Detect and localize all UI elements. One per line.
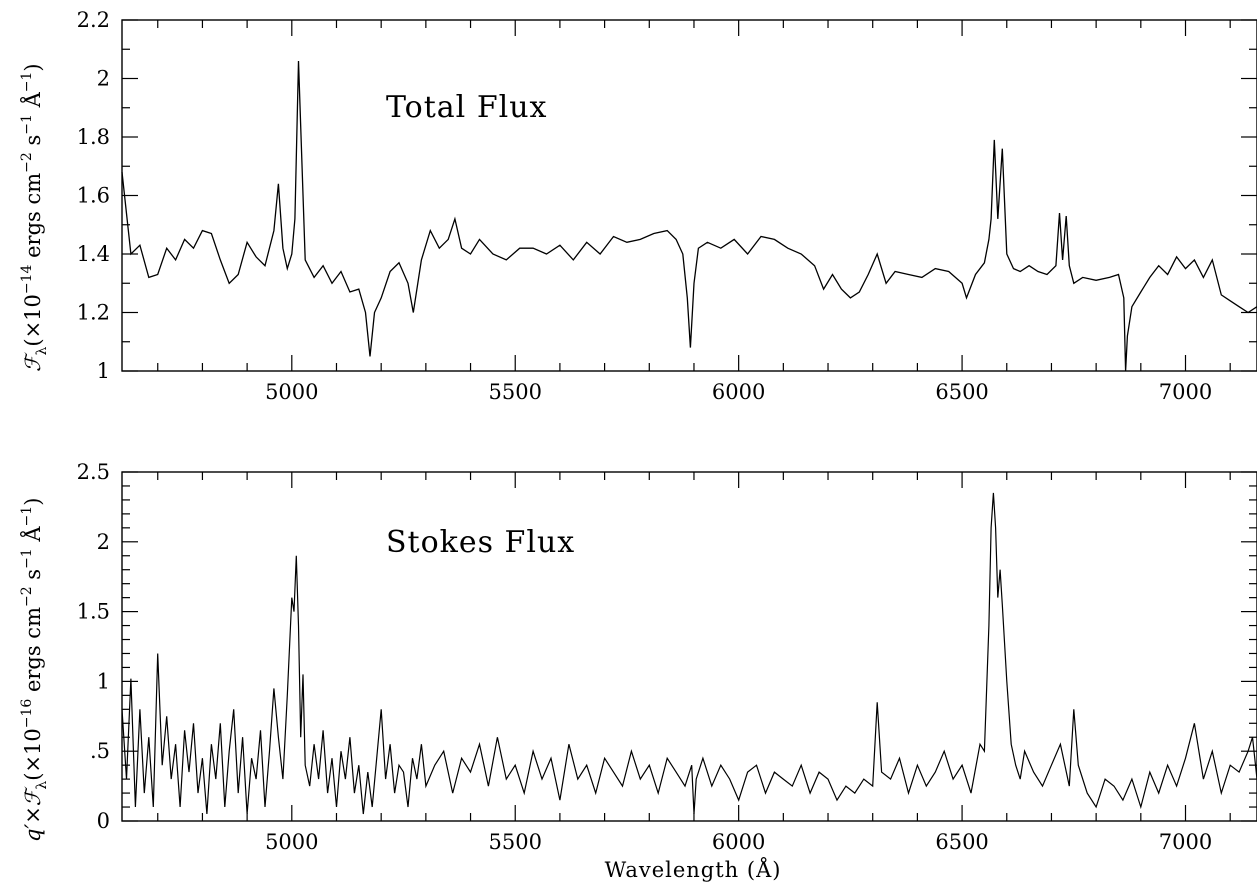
total-flux-y-tick-label: 1.8 [77,125,110,149]
total-flux-plot-frame [121,19,1257,372]
stokes-flux-y-tick-label: 2.5 [77,460,110,484]
stokes-flux-y-tick-label: 1.5 [77,600,110,624]
total-flux-x-ticks: 5000 5500 6000 6500 7000 [157,20,1231,404]
stokes-flux-x-tick-label: 5500 [489,830,542,854]
total-flux-x-tick-label: 6000 [712,380,765,404]
stokes-flux-x-tick-label: 6000 [712,830,765,854]
stokes-flux-plot-frame [121,471,1257,822]
stokes-flux-y-axis-label: q′×ℱλ(×10−16 ergs cm−2 s−1 Å−1) [19,498,50,842]
total-flux-x-tick-label: 6500 [935,380,988,404]
total-flux-y-axis-label: ℱλ(×10−14 ergs cm−2 s−1 Å−1) [19,63,50,372]
stokes-flux-y-tick-label: 2 [97,530,110,554]
total-flux-annotation: Total Flux [386,90,547,125]
stokes-flux-x-tick-label: 6500 [935,830,988,854]
total-flux-y-tick-label: 1.6 [77,184,110,208]
total-flux-x-tick-label: 5500 [489,380,542,404]
total-flux-y-ticks: 1 1.2 1.4 1.6 1.8 2 2.2 [77,8,1257,383]
total-flux-y-tick-label: 1 [97,359,110,383]
stokes-flux-y-tick-label: .5 [90,739,110,763]
stokes-flux-x-tick-label: 7000 [1159,830,1212,854]
total-flux-x-tick-label: 7000 [1159,380,1212,404]
stokes-flux-x-ticks: 5000 5500 6000 6500 7000 [157,472,1231,854]
stokes-flux-panel: 0 .5 1 1.5 2 2.5 5000 5500 6000 6500 7000 Stokes … [19,460,1257,882]
total-flux-panel: 1 1.2 1.4 1.6 1.8 2 2.2 5000 5500 6000 6500 7000 T… [19,8,1257,404]
stokes-flux-y-tick-label: 1 [97,669,110,693]
stokes-flux-spectrum-line [121,492,1257,815]
total-flux-y-tick-label: 1.2 [77,301,110,325]
total-flux-y-tick-label: 2.2 [77,8,110,32]
total-flux-y-tick-label: 2 [97,67,110,91]
stokes-flux-x-tick-label: 5000 [265,830,318,854]
stokes-flux-annotation: Stokes Flux [386,525,575,560]
total-flux-y-tick-label: 1.4 [77,242,110,266]
stokes-flux-y-ticks: 0 .5 1 1.5 2 2.5 [77,460,1257,833]
stokes-flux-y-tick-label: 0 [97,809,110,833]
total-flux-x-tick-label: 5000 [265,380,318,404]
x-axis-label: Wavelength (Å) [605,857,782,882]
total-flux-spectrum-line [121,60,1257,372]
